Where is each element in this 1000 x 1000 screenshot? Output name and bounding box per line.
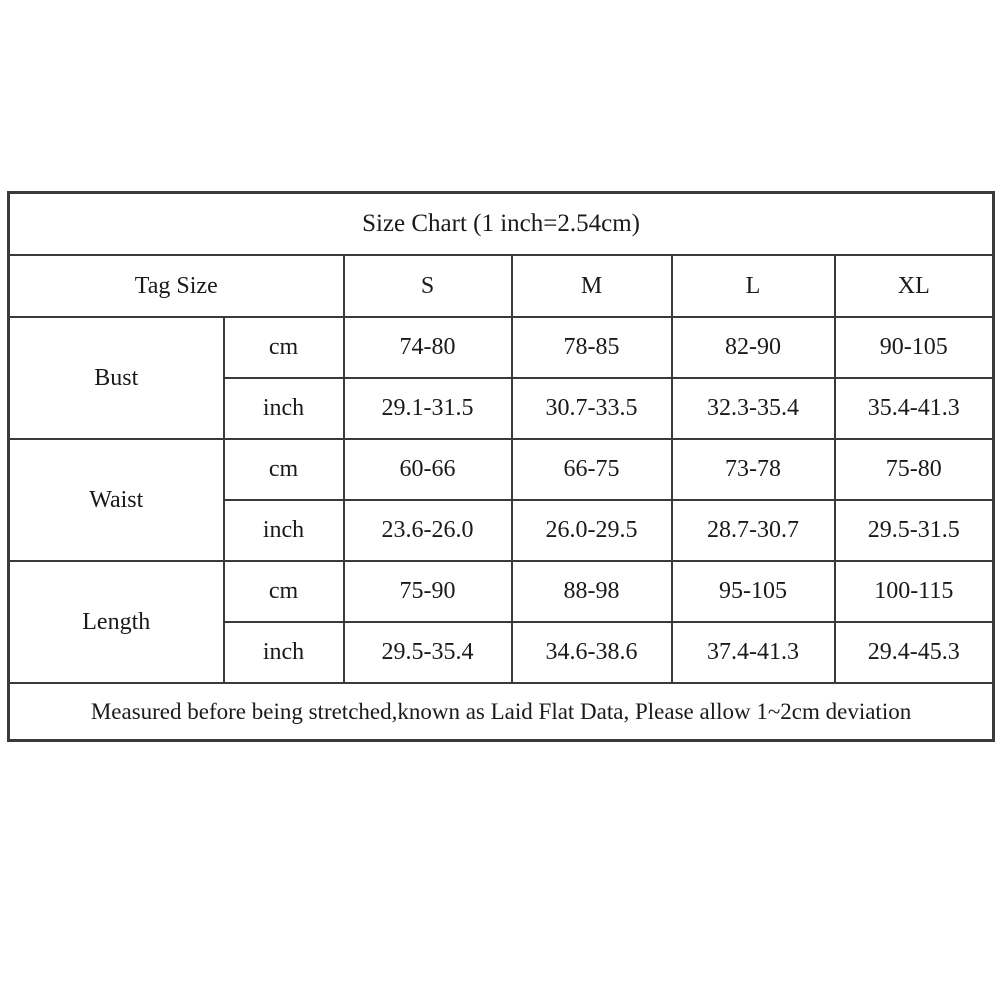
footnote: Measured before being stretched,known as… [7, 682, 995, 742]
size-col-header-m: M [510, 254, 673, 318]
row-label-length: Length [7, 560, 225, 684]
cell-value-waist-cm-l: 73-78 [670, 438, 836, 501]
cell-value-length-cm-m: 88-98 [510, 560, 673, 623]
cell-value-bust-cm-m: 78-85 [510, 316, 673, 379]
footnote-row: Measured before being stretched,known as… [7, 682, 995, 742]
row-label-bust: Bust [7, 316, 225, 440]
unit-label-waist-inch: inch [222, 499, 345, 562]
cell-value-bust-inch-s: 29.1-31.5 [342, 377, 513, 440]
unit-label-waist-cm: cm [222, 438, 345, 501]
cell-value-waist-inch-m: 26.0-29.5 [510, 499, 673, 562]
cell-value-length-inch-s: 29.5-35.4 [342, 621, 513, 684]
cell-value-waist-cm-xl: 75-80 [833, 438, 995, 501]
size-chart-table: Size Chart (1 inch=2.54cm) Tag Size S M … [7, 191, 996, 742]
size-col-header-xl: XL [833, 254, 995, 318]
cell-value-waist-cm-s: 60-66 [342, 438, 513, 501]
cell-value-length-cm-l: 95-105 [670, 560, 836, 623]
cell-value-length-inch-xl: 29.4-45.3 [833, 621, 995, 684]
table-title: Size Chart (1 inch=2.54cm) [7, 191, 995, 256]
cell-value-bust-cm-xl: 90-105 [833, 316, 995, 379]
cell-value-bust-cm-s: 74-80 [342, 316, 513, 379]
table-row-bust-cm: Bust cm 74-80 78-85 82-90 90-105 [7, 316, 995, 440]
cell-value-bust-cm-l: 82-90 [670, 316, 836, 379]
size-chart-container: Size Chart (1 inch=2.54cm) Tag Size S M … [7, 191, 996, 742]
title-row: Size Chart (1 inch=2.54cm) [7, 191, 995, 256]
cell-value-waist-inch-xl: 29.5-31.5 [833, 499, 995, 562]
cell-value-length-cm-s: 75-90 [342, 560, 513, 623]
size-col-header-s: S [342, 254, 513, 318]
size-col-header-l: L [670, 254, 836, 318]
cell-value-length-inch-m: 34.6-38.6 [510, 621, 673, 684]
unit-label-length-cm: cm [222, 560, 345, 623]
cell-value-length-cm-xl: 100-115 [833, 560, 995, 623]
header-row: Tag Size S M L XL [7, 254, 995, 318]
table-row-length-inch: inch 29.5-35.4 34.6-38.6 37.4-41.3 29.4-… [9, 621, 995, 684]
cell-value-waist-cm-m: 66-75 [510, 438, 673, 501]
cell-value-length-inch-l: 37.4-41.3 [670, 621, 836, 684]
cell-value-bust-inch-m: 30.7-33.5 [510, 377, 673, 440]
row-label-waist: Waist [7, 438, 225, 562]
unit-label-length-inch: inch [222, 621, 345, 684]
cell-value-bust-inch-l: 32.3-35.4 [670, 377, 836, 440]
table-row-waist-inch: inch 23.6-26.0 26.0-29.5 28.7-30.7 29.5-… [9, 499, 995, 562]
unit-label-bust-inch: inch [222, 377, 345, 440]
table-row-length-cm: Length cm 75-90 88-98 95-105 100-115 [7, 560, 995, 684]
cell-value-waist-inch-l: 28.7-30.7 [670, 499, 836, 562]
tag-size-header: Tag Size [7, 254, 345, 318]
cell-value-bust-inch-xl: 35.4-41.3 [833, 377, 995, 440]
unit-label-bust-cm: cm [222, 316, 345, 379]
table-row-bust-inch: inch 29.1-31.5 30.7-33.5 32.3-35.4 35.4-… [9, 377, 995, 440]
table-row-waist-cm: Waist cm 60-66 66-75 73-78 75-80 [7, 438, 995, 562]
cell-value-waist-inch-s: 23.6-26.0 [342, 499, 513, 562]
